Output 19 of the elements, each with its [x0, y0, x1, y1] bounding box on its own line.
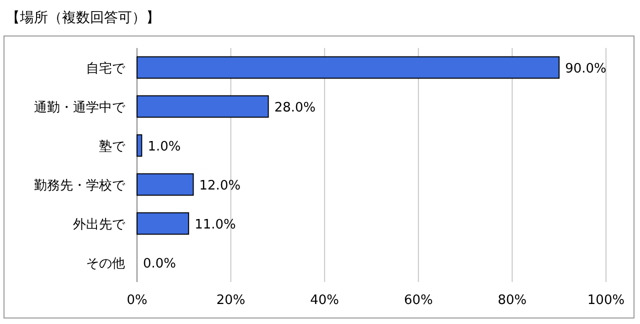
y-tick-label: 塾で	[99, 140, 126, 154]
y-tick-label: 勤務先・学校で	[34, 178, 126, 194]
data-label: 0.0%	[143, 256, 176, 272]
y-tick-label: 外出先で	[73, 218, 126, 232]
x-tick-label: 40%	[310, 293, 340, 308]
data-label: 11.0%	[194, 218, 236, 232]
x-tick-label: 60%	[404, 293, 433, 308]
y-tick-label: 自宅で	[86, 60, 126, 76]
data-label: 28.0%	[274, 100, 316, 116]
data-label: 90.0%	[565, 62, 606, 76]
data-label: 12.0%	[199, 178, 241, 194]
y-tick-label: 通勤・通学中で	[34, 100, 126, 116]
x-tick-label: 80%	[498, 293, 527, 308]
x-tick-label: 100%	[587, 293, 625, 308]
x-tick-label: 20%	[216, 293, 246, 308]
y-tick-label: その他	[86, 256, 125, 272]
title: 【場所（複数回答可）】	[6, 10, 160, 26]
x-tick-label: 0%	[126, 293, 148, 308]
data-label: 1.0%	[148, 140, 181, 154]
